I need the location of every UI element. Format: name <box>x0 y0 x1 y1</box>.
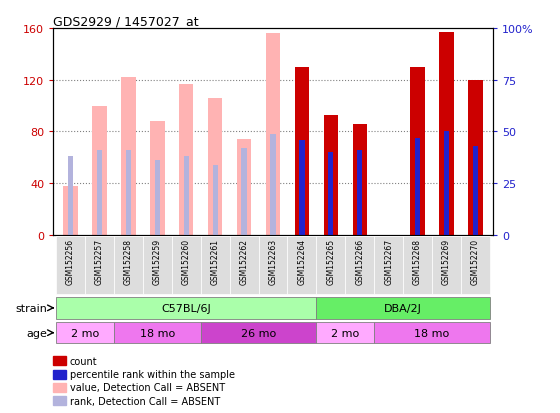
Bar <box>237 140 251 235</box>
FancyBboxPatch shape <box>114 322 200 344</box>
FancyBboxPatch shape <box>114 237 143 294</box>
Text: 26 mo: 26 mo <box>241 328 276 338</box>
Text: percentile rank within the sample: percentile rank within the sample <box>70 369 235 379</box>
Text: GSM152267: GSM152267 <box>384 238 393 285</box>
Bar <box>208 99 222 235</box>
Bar <box>415 138 420 235</box>
Bar <box>63 186 78 235</box>
FancyBboxPatch shape <box>85 237 114 294</box>
Text: 18 mo: 18 mo <box>414 328 450 338</box>
Text: GSM152262: GSM152262 <box>240 238 249 284</box>
Bar <box>126 151 131 235</box>
Text: 18 mo: 18 mo <box>139 328 175 338</box>
Bar <box>213 165 218 235</box>
Text: GSM152265: GSM152265 <box>326 238 335 285</box>
Text: value, Detection Call = ABSENT: value, Detection Call = ABSENT <box>70 382 225 392</box>
Bar <box>439 33 454 235</box>
Text: DBA/2J: DBA/2J <box>384 303 422 313</box>
Bar <box>266 34 280 235</box>
Text: GSM152257: GSM152257 <box>95 238 104 285</box>
Bar <box>328 153 333 235</box>
Text: GSM152268: GSM152268 <box>413 238 422 284</box>
Text: GSM152259: GSM152259 <box>153 238 162 285</box>
FancyBboxPatch shape <box>200 237 230 294</box>
Bar <box>270 134 276 235</box>
Text: GSM152256: GSM152256 <box>66 238 75 285</box>
Bar <box>179 84 193 235</box>
Text: count: count <box>70 356 97 366</box>
FancyBboxPatch shape <box>56 322 114 344</box>
Bar <box>299 140 305 235</box>
FancyBboxPatch shape <box>56 297 316 319</box>
Bar <box>68 157 73 235</box>
Bar <box>468 81 483 235</box>
FancyBboxPatch shape <box>259 237 287 294</box>
FancyBboxPatch shape <box>316 297 490 319</box>
Text: GSM152264: GSM152264 <box>297 238 306 285</box>
FancyBboxPatch shape <box>316 237 346 294</box>
Text: GSM152269: GSM152269 <box>442 238 451 285</box>
Bar <box>92 106 107 235</box>
Text: GSM152266: GSM152266 <box>355 238 364 285</box>
FancyBboxPatch shape <box>461 237 490 294</box>
Text: age: age <box>27 328 48 338</box>
Bar <box>241 149 247 235</box>
Text: GSM152260: GSM152260 <box>182 238 191 285</box>
FancyBboxPatch shape <box>172 237 200 294</box>
Bar <box>353 124 367 235</box>
Text: GSM152258: GSM152258 <box>124 238 133 284</box>
Bar <box>444 132 449 235</box>
Text: strain: strain <box>16 303 48 313</box>
Bar <box>121 78 136 235</box>
Text: 2 mo: 2 mo <box>331 328 360 338</box>
FancyBboxPatch shape <box>143 237 172 294</box>
Bar <box>357 151 362 235</box>
Bar <box>473 147 478 235</box>
FancyBboxPatch shape <box>432 237 461 294</box>
FancyBboxPatch shape <box>316 322 374 344</box>
Text: GSM152270: GSM152270 <box>471 238 480 285</box>
Text: 2 mo: 2 mo <box>71 328 99 338</box>
FancyBboxPatch shape <box>374 237 403 294</box>
Bar <box>150 122 165 235</box>
FancyBboxPatch shape <box>346 237 374 294</box>
Bar <box>324 115 338 235</box>
FancyBboxPatch shape <box>230 237 259 294</box>
Bar <box>295 68 309 235</box>
FancyBboxPatch shape <box>374 322 490 344</box>
Bar <box>184 157 189 235</box>
Bar <box>410 68 425 235</box>
FancyBboxPatch shape <box>56 237 85 294</box>
Text: GDS2929 / 1457027_at: GDS2929 / 1457027_at <box>53 15 199 28</box>
Text: GSM152263: GSM152263 <box>268 238 278 285</box>
Text: C57BL/6J: C57BL/6J <box>161 303 211 313</box>
Bar <box>97 151 102 235</box>
FancyBboxPatch shape <box>200 322 316 344</box>
FancyBboxPatch shape <box>287 237 316 294</box>
Text: GSM152261: GSM152261 <box>211 238 220 284</box>
Text: rank, Detection Call = ABSENT: rank, Detection Call = ABSENT <box>70 396 220 406</box>
Bar <box>155 161 160 235</box>
FancyBboxPatch shape <box>403 237 432 294</box>
